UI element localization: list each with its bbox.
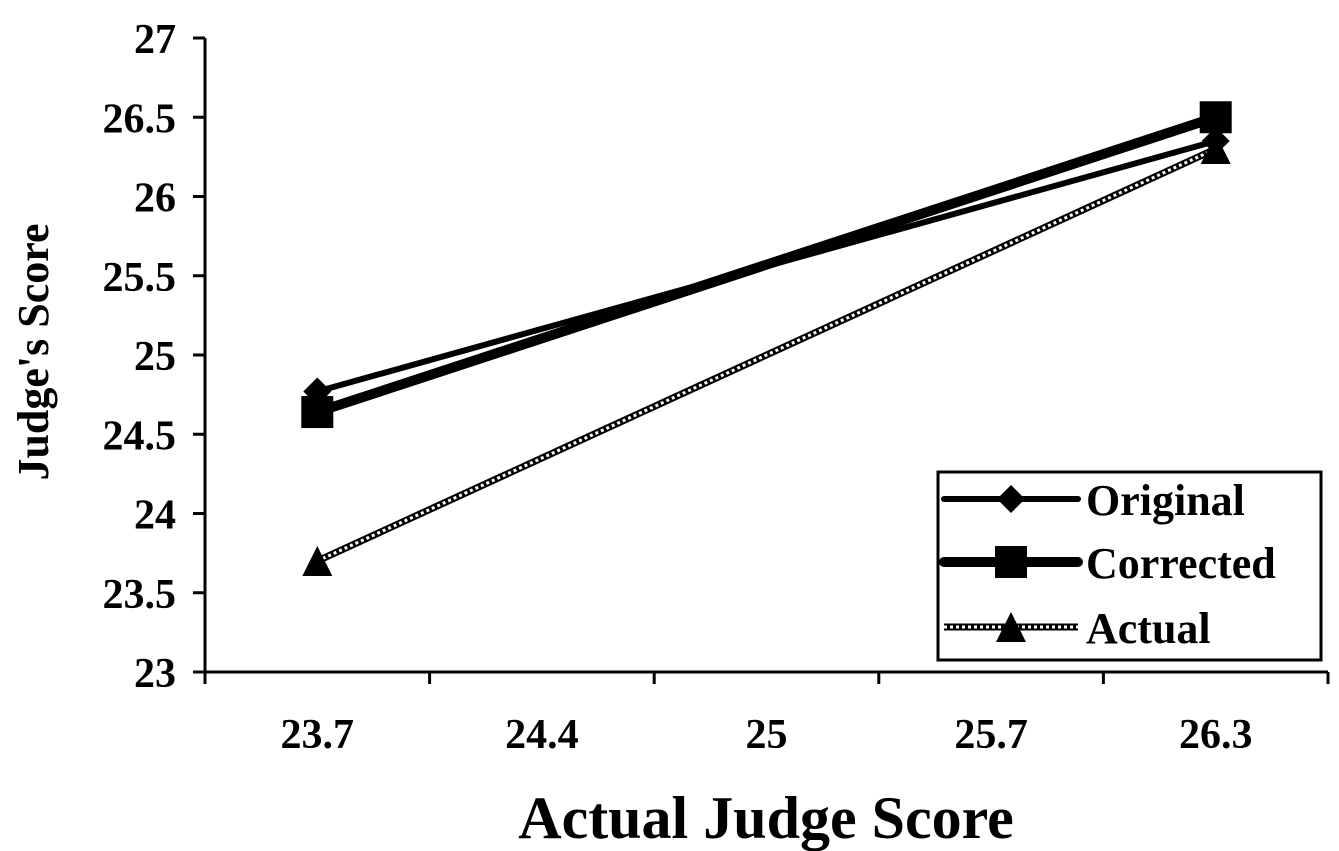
y-tick-label: 26.5 [103,96,177,142]
y-tick-label: 24.5 [103,413,177,459]
legend-label-corrected: Corrected [1086,539,1276,588]
y-tick-label: 24 [134,493,176,539]
x-tick-label: 25.7 [954,712,1028,758]
series-lines [312,112,1221,565]
series-point-actual [302,546,333,577]
x-tick-label: 26.3 [1179,712,1253,758]
legend-marker-actual [996,612,1026,642]
x-tick-label: 24.4 [505,712,579,758]
series-markers [301,101,1232,577]
series-point-actual [1200,133,1231,164]
x-axis-title: Actual Judge Score [518,785,1014,851]
y-ticks: 23 23.5 24 24.5 25 25.5 26 26.5 27 [103,17,205,697]
legend-label-original: Original [1086,476,1245,525]
legend-marker-original [997,485,1025,513]
y-tick-label: 23.5 [103,572,177,618]
series-point-corrected [301,396,334,429]
legend-marker-corrected [995,546,1027,578]
x-tick-label: 25 [746,712,788,758]
series-line-actual [316,147,1217,563]
y-tick-label: 23 [134,651,176,697]
x-tick-label: 23.7 [281,712,355,758]
series-point-corrected [1199,101,1232,134]
y-tick-label: 25.5 [103,255,177,301]
y-tick-label: 25 [134,334,176,380]
x-ticks: 23.7 24.4 25 25.7 26.3 [203,672,1330,758]
y-axis-title: Judge's Score [9,223,58,480]
legend-label-actual: Actual [1086,604,1211,653]
legend: Original Corrected Actual [936,470,1323,662]
y-tick-label: 27 [134,17,176,63]
series-line-corrected [312,112,1221,418]
y-tick-label: 26 [134,176,176,222]
